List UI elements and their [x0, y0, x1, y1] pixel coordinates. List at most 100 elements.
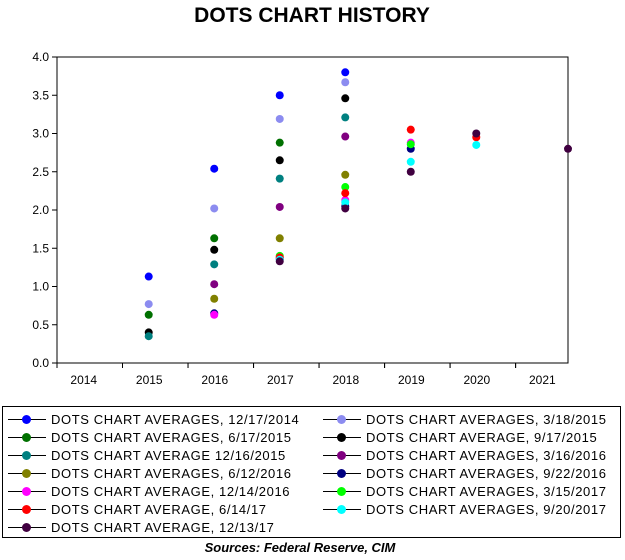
y-tick-label: 4.0: [32, 50, 49, 64]
legend-marker: [321, 500, 363, 518]
legend-label: DOTS CHART AVERAGES, 9/22/2016: [366, 465, 607, 481]
legend-label: DOTS CHART AVERAGE, 6/14/17: [51, 501, 267, 517]
data-point: [210, 260, 219, 269]
legend-item: DOTS CHART AVERAGE 12/16/2015: [6, 446, 299, 464]
data-point: [472, 129, 481, 138]
data-point: [341, 132, 350, 141]
y-tick-label: 3.5: [32, 88, 49, 102]
legend-item: DOTS CHART AVERAGES, 6/12/2016: [6, 464, 299, 482]
data-point: [210, 280, 219, 289]
legend-marker: [6, 446, 48, 464]
x-tick-label: 2021: [529, 373, 556, 387]
x-tick-label: 2020: [463, 373, 490, 387]
y-axis: 0.0 0.5 1.0 1.5 2.0 2.5 3.0 3.5 4.0: [32, 50, 57, 370]
legend-marker: [321, 482, 363, 500]
y-tick-label: 0.0: [32, 356, 49, 370]
legend-item: DOTS CHART AVERAGES, 3/16/2016: [321, 446, 607, 464]
data-point: [564, 144, 572, 153]
data-point: [210, 164, 219, 173]
data-point: [210, 294, 219, 303]
data-point: [275, 114, 284, 123]
legend-label: DOTS CHART AVERAGE, 12/13/17: [51, 519, 275, 535]
data-point: [275, 202, 284, 211]
legend-item: DOTS CHART AVERAGES, 3/15/2017: [321, 482, 607, 500]
legend-marker: [321, 428, 363, 446]
data-point: [406, 157, 415, 166]
legend-label: DOTS CHART AVERAGES, 6/17/2015: [51, 429, 292, 445]
data-point: [144, 332, 153, 341]
data-point: [406, 125, 415, 134]
legend-label: DOTS CHART AVERAGES, 9/20/2017: [366, 501, 607, 517]
data-point: [275, 257, 284, 266]
data-point: [341, 78, 350, 87]
data-point: [341, 94, 350, 103]
data-point: [406, 167, 415, 176]
data-point: [472, 140, 481, 149]
data-point: [341, 68, 350, 77]
dots-chart: DOTS CHART HISTORY 0.0 0.5 1.0 1.5 2.0 2.5 3.0…: [32, 4, 572, 387]
data-point: [275, 138, 284, 147]
data-point: [275, 234, 284, 243]
legend-item: DOTS CHART AVERAGES, 3/18/2015: [321, 410, 607, 428]
x-tick-label: 2014: [70, 373, 97, 387]
data-point: [406, 140, 415, 149]
x-tick-label: 2015: [136, 373, 163, 387]
legend-marker: [6, 410, 48, 428]
data-point: [210, 310, 219, 319]
data-point: [341, 204, 350, 213]
legend-label: DOTS CHART AVERAGE 12/16/2015: [51, 447, 286, 463]
x-tick-label: 2019: [398, 373, 425, 387]
legend-marker: [321, 464, 363, 482]
legend-item: DOTS CHART AVERAGES, 9/20/2017: [321, 500, 607, 518]
y-tick-label: 2.0: [32, 203, 49, 217]
legend-marker: [6, 500, 48, 518]
data-point: [275, 156, 284, 165]
data-points: [144, 68, 572, 341]
legend-marker: [6, 482, 48, 500]
y-tick-label: 3.0: [32, 127, 49, 141]
data-point: [144, 272, 153, 281]
legend-label: DOTS CHART AVERAGE, 12/14/2016: [51, 483, 291, 499]
legend-item: DOTS CHART AVERAGE, 9/17/2015: [321, 428, 607, 446]
legend-label: DOTS CHART AVERAGES, 12/17/2014: [51, 411, 300, 427]
data-point: [341, 113, 350, 122]
data-point: [275, 91, 284, 100]
y-tick-label: 0.5: [32, 318, 49, 332]
data-point: [144, 310, 153, 319]
data-point: [210, 245, 219, 254]
legend-item: DOTS CHART AVERAGES, 6/17/2015: [6, 428, 299, 446]
legend-marker: [6, 518, 48, 536]
legend-item: DOTS CHART AVERAGES, 12/17/2014: [6, 410, 299, 428]
legend-label: DOTS CHART AVERAGES, 3/18/2015: [366, 411, 607, 427]
y-tick-label: 2.5: [32, 165, 49, 179]
chart-title: DOTS CHART HISTORY: [194, 4, 430, 27]
legend-item: DOTS CHART AVERAGE, 6/14/17: [6, 500, 299, 518]
y-tick-label: 1.5: [32, 241, 49, 255]
data-point: [210, 234, 219, 243]
legend-marker: [321, 410, 363, 428]
x-axis: 2014 2015 2016 2017 2018 2019 2020 2021: [56, 363, 556, 387]
data-point: [341, 170, 350, 179]
plot-frame: [56, 56, 569, 364]
y-tick-label: 1.0: [32, 280, 49, 294]
source-note: Sources: Federal Reserve, CIM: [204, 540, 396, 555]
legend-label: DOTS CHART AVERAGES, 6/12/2016: [51, 465, 292, 481]
data-point: [341, 183, 350, 192]
legend-label: DOTS CHART AVERAGE, 9/17/2015: [366, 429, 598, 445]
data-point: [341, 198, 350, 207]
legend-label: DOTS CHART AVERAGES, 3/15/2017: [366, 483, 607, 499]
legend-column-right: DOTS CHART AVERAGES, 3/18/2015 DOTS CHART…: [321, 410, 607, 518]
data-point: [144, 300, 153, 309]
x-tick-label: 2017: [267, 373, 294, 387]
legend-column-left: DOTS CHART AVERAGES, 12/17/2014 DOTS CHAR…: [6, 410, 299, 536]
legend-marker: [6, 428, 48, 446]
x-tick-label: 2018: [332, 373, 359, 387]
data-point: [210, 204, 219, 213]
x-tick-label: 2016: [201, 373, 228, 387]
legend-marker: [6, 464, 48, 482]
legend-marker: [321, 446, 363, 464]
legend: DOTS CHART AVERAGES, 12/17/2014 DOTS CHAR…: [2, 406, 621, 538]
legend-item: DOTS CHART AVERAGE, 12/14/2016: [6, 482, 299, 500]
legend-label: DOTS CHART AVERAGES, 3/16/2016: [366, 447, 607, 463]
legend-item: DOTS CHART AVERAGE, 12/13/17: [6, 518, 299, 536]
